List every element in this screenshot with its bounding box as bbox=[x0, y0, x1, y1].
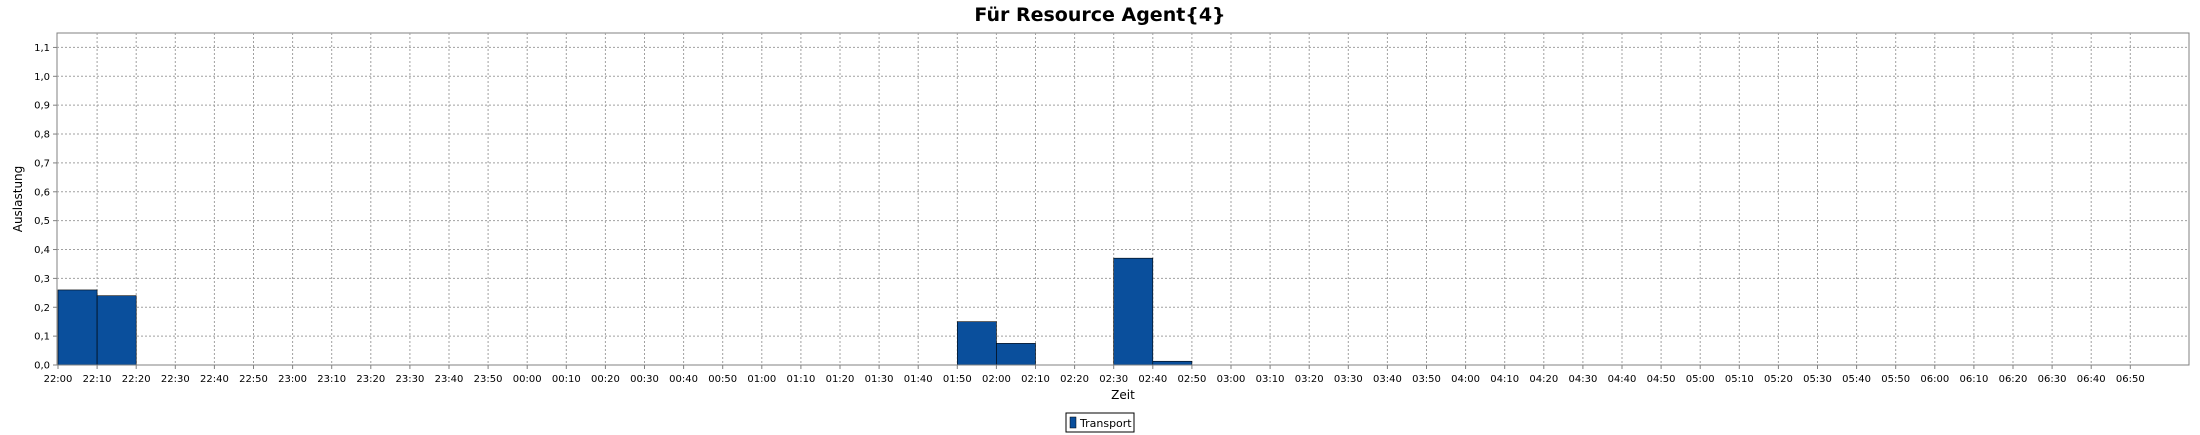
x-tick-label: 22:20 bbox=[122, 374, 151, 385]
x-tick-label: 01:10 bbox=[786, 374, 815, 385]
x-axis-label: Zeit bbox=[1111, 388, 1135, 402]
x-tick-label: 05:00 bbox=[1686, 374, 1715, 385]
x-tick-label: 23:00 bbox=[278, 374, 307, 385]
x-tick-label: 22:40 bbox=[200, 374, 229, 385]
x-tick-label: 01:50 bbox=[943, 374, 972, 385]
legend-box bbox=[1065, 412, 1135, 433]
x-tick-label: 03:40 bbox=[1373, 374, 1402, 385]
bar bbox=[1152, 360, 1193, 366]
x-tick-label: 06:30 bbox=[2038, 374, 2067, 385]
bars bbox=[57, 257, 2189, 366]
x-tick-label: 04:30 bbox=[1568, 374, 1597, 385]
x-tick-label: 02:30 bbox=[1099, 374, 1128, 385]
x-tick-label: 06:40 bbox=[2077, 374, 2106, 385]
y-tick-label: 0,7 bbox=[34, 158, 50, 169]
x-tick-label: 04:00 bbox=[1451, 374, 1480, 385]
x-tick-label: 06:00 bbox=[1920, 374, 1949, 385]
x-tick-label: 03:10 bbox=[1256, 374, 1285, 385]
y-tick-label: 0,0 bbox=[34, 361, 50, 372]
bar bbox=[96, 295, 137, 366]
x-tick-label: 04:50 bbox=[1647, 374, 1676, 385]
y-tick-label: 0,9 bbox=[34, 101, 50, 112]
bar bbox=[996, 343, 1036, 366]
y-tick-label: 1,1 bbox=[34, 43, 50, 54]
x-tick-label: 23:30 bbox=[395, 374, 424, 385]
x-tick-label: 06:50 bbox=[2116, 374, 2145, 385]
x-tick-label: 05:10 bbox=[1725, 374, 1754, 385]
x-axis-ticks: 22:00 22:10 22:20 22:30 22:40 22:50 23:00 23:10… bbox=[44, 365, 2145, 385]
x-tick-label: 03:00 bbox=[1217, 374, 1246, 385]
bar bbox=[57, 289, 98, 366]
x-tick-label: 02:10 bbox=[1021, 374, 1050, 385]
x-tick-label: 23:10 bbox=[317, 374, 346, 385]
legend: Transport bbox=[1065, 412, 1135, 433]
x-tick-label: 06:10 bbox=[1959, 374, 1988, 385]
legend-item-label: Transport bbox=[1079, 417, 1132, 430]
x-tick-label: 22:00 bbox=[44, 374, 73, 385]
x-tick-label: 23:40 bbox=[435, 374, 464, 385]
y-tick-label: 0,3 bbox=[34, 274, 50, 285]
x-tick-label: 01:40 bbox=[904, 374, 933, 385]
x-tick-label: 00:50 bbox=[708, 374, 737, 385]
x-tick-label: 22:10 bbox=[83, 374, 112, 385]
bar bbox=[1113, 257, 1154, 366]
x-tick-label: 00:30 bbox=[630, 374, 659, 385]
x-tick-label: 01:20 bbox=[826, 374, 855, 385]
bar bbox=[956, 321, 997, 366]
x-tick-label: 03:20 bbox=[1295, 374, 1324, 385]
x-tick-label: 00:20 bbox=[591, 374, 620, 385]
y-tick-label: 1,0 bbox=[34, 72, 50, 83]
x-tick-label: 02:40 bbox=[1138, 374, 1167, 385]
x-tick-label: 04:20 bbox=[1529, 374, 1558, 385]
y-tick-label: 0,5 bbox=[34, 216, 50, 227]
y-tick-label: 0,6 bbox=[34, 187, 50, 198]
x-tick-label: 05:20 bbox=[1764, 374, 1793, 385]
x-tick-label: 22:30 bbox=[161, 374, 190, 385]
x-tick-label: 04:40 bbox=[1608, 374, 1637, 385]
y-tick-label: 0,8 bbox=[34, 130, 50, 141]
x-tick-label: 01:00 bbox=[747, 374, 776, 385]
x-tick-label: 03:50 bbox=[1412, 374, 1441, 385]
legend-swatch bbox=[1069, 416, 1077, 429]
chart-title: Für Resource Agent{4} bbox=[974, 4, 1225, 26]
y-tick-label: 0,1 bbox=[34, 332, 50, 343]
x-tick-label: 00:00 bbox=[513, 374, 542, 385]
x-tick-label: 01:30 bbox=[865, 374, 894, 385]
x-tick-label: 22:50 bbox=[239, 374, 268, 385]
x-tick-label: 02:20 bbox=[1060, 374, 1089, 385]
x-tick-label: 02:00 bbox=[982, 374, 1011, 385]
x-tick-label: 06:20 bbox=[1999, 374, 2028, 385]
x-tick-label: 02:50 bbox=[1177, 374, 1206, 385]
y-axis-label: Auslastung bbox=[11, 166, 25, 233]
x-tick-label: 05:40 bbox=[1842, 374, 1871, 385]
x-tick-label: 00:10 bbox=[552, 374, 581, 385]
y-tick-label: 0,2 bbox=[34, 303, 50, 314]
x-tick-label: 04:10 bbox=[1490, 374, 1519, 385]
x-tick-label: 05:50 bbox=[1881, 374, 1910, 385]
x-tick-label: 23:20 bbox=[356, 374, 385, 385]
y-tick-label: 0,4 bbox=[34, 245, 50, 256]
x-tick-label: 23:50 bbox=[474, 374, 503, 385]
y-axis-ticks: 0,0 0,1 0,2 0,3 0,4 0,5 0,6 0,7 0,8 0,9 1,0 1,1 bbox=[34, 43, 57, 372]
x-tick-label: 00:40 bbox=[669, 374, 698, 385]
x-tick-label: 05:30 bbox=[1803, 374, 1832, 385]
x-tick-label: 03:30 bbox=[1334, 374, 1363, 385]
